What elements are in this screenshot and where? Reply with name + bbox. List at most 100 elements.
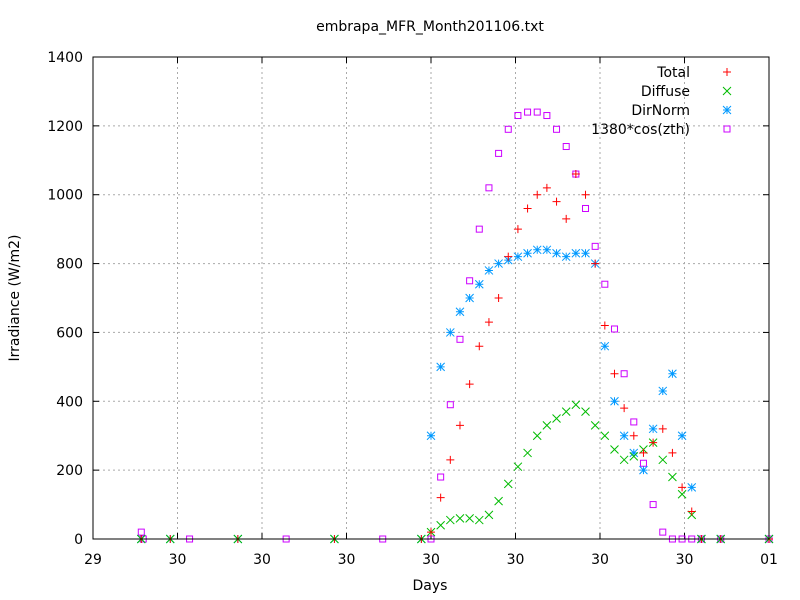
data-point — [582, 204, 590, 212]
data-point — [455, 307, 465, 317]
data-point — [445, 328, 455, 337]
data-point — [561, 252, 571, 262]
data-point — [456, 335, 464, 343]
data-point — [590, 421, 600, 430]
data-point — [610, 445, 619, 454]
data-point — [581, 407, 590, 416]
data-point — [687, 507, 696, 516]
y-tick-label: 800 — [56, 257, 83, 273]
data-point — [494, 496, 503, 506]
legend-label: Diffuse — [641, 84, 690, 100]
data-point — [658, 424, 667, 433]
data-point — [436, 520, 446, 530]
data-point — [562, 143, 570, 151]
data-point — [465, 380, 474, 389]
data-point — [668, 448, 677, 457]
data-point — [484, 318, 493, 327]
data-point — [600, 431, 610, 441]
data-point — [513, 225, 522, 234]
data-point — [437, 473, 445, 481]
data-point — [484, 510, 494, 520]
plot-area — [136, 108, 774, 544]
y-tick-label: 200 — [56, 463, 83, 479]
legend: Total Diffuse DirNorm 1380*cos(zth) — [591, 65, 732, 138]
legend-marker — [723, 125, 731, 133]
data-point — [532, 245, 542, 255]
data-point — [629, 452, 639, 461]
data-point — [455, 513, 465, 523]
data-point — [552, 197, 561, 206]
data-point — [465, 513, 474, 523]
x-tick-label: 30 — [507, 552, 525, 568]
data-point — [687, 483, 697, 492]
data-point — [581, 248, 590, 258]
data-point — [648, 424, 658, 434]
data-point — [475, 342, 484, 351]
data-point — [523, 204, 532, 213]
x-tick-label: 01 — [760, 552, 778, 568]
data-point — [523, 248, 532, 258]
x-tick-label: 30 — [676, 552, 694, 568]
data-point — [581, 190, 590, 199]
data-point — [678, 483, 687, 492]
data-point — [532, 431, 542, 441]
x-tick-label: 30 — [338, 552, 356, 568]
legend-marker — [722, 86, 732, 96]
y-axis-label: Irradiance (W/m2) — [7, 235, 23, 362]
data-point — [553, 125, 561, 133]
data-point — [474, 515, 484, 525]
data-point — [610, 396, 619, 406]
x-tick-label: 30 — [253, 552, 271, 568]
data-point — [571, 170, 580, 179]
y-tick-label: 1000 — [47, 188, 83, 204]
series-1380-cos-zth — [137, 108, 773, 543]
x-tick-label: 29 — [84, 552, 102, 568]
data-point — [610, 325, 618, 333]
data-point — [600, 341, 610, 351]
y-tick-label: 600 — [56, 325, 83, 341]
data-point — [571, 400, 581, 410]
legend-label: 1380*cos(zth) — [591, 122, 690, 138]
data-point — [542, 183, 551, 192]
y-tick-label: 0 — [74, 532, 83, 548]
series-total — [137, 170, 773, 543]
data-point — [620, 370, 628, 378]
data-point — [610, 369, 619, 378]
data-point — [436, 362, 446, 372]
data-point — [485, 184, 493, 192]
data-point — [677, 431, 687, 441]
data-point — [436, 493, 445, 502]
y-tick-label: 400 — [56, 394, 83, 410]
series-diffuse — [136, 400, 774, 544]
data-point — [552, 414, 561, 423]
legend-label: Total — [656, 65, 690, 81]
data-point — [446, 455, 455, 464]
data-point — [514, 112, 522, 120]
data-point — [659, 528, 667, 536]
plot-frame — [92, 56, 770, 540]
data-point — [619, 431, 629, 441]
data-point — [620, 404, 629, 413]
data-point — [455, 421, 464, 430]
data-point — [533, 108, 541, 116]
data-point — [503, 479, 513, 489]
data-point — [639, 465, 648, 475]
data-point — [466, 277, 474, 285]
data-point — [630, 418, 638, 426]
x-axis-label: Days — [413, 578, 448, 594]
series-dirnorm — [136, 245, 774, 544]
x-tick-label: 30 — [169, 552, 187, 568]
data-point — [629, 431, 638, 440]
data-point — [513, 252, 523, 262]
data-point — [494, 294, 503, 302]
data-point — [474, 279, 484, 289]
data-point — [552, 248, 561, 258]
data-point — [639, 448, 648, 457]
data-point — [475, 225, 483, 233]
data-point — [494, 259, 503, 268]
data-point — [600, 321, 609, 330]
data-point — [542, 421, 552, 430]
data-point — [591, 242, 599, 250]
data-point — [601, 280, 609, 288]
